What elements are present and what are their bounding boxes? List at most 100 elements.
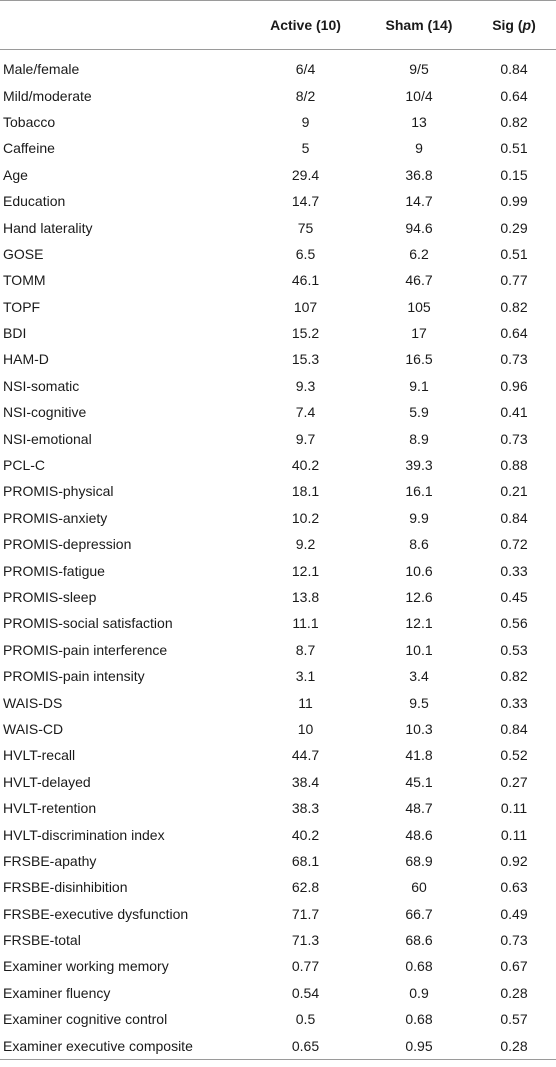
cell-sham: 12.1 (405, 615, 433, 632)
cell-label: TOMM (3, 272, 46, 289)
cell-sham: 45.1 (405, 773, 433, 790)
cell-active: 9.2 (295, 536, 316, 553)
cell-sig: 0.88 (500, 457, 528, 474)
cell-label: PROMIS-anxiety (3, 509, 108, 526)
cell-active: 6.5 (295, 245, 316, 262)
cell-active: 8/2 (295, 87, 316, 104)
cell-sham: 16.5 (405, 351, 433, 368)
cell-sham: 46.7 (405, 272, 433, 289)
cell-label: Examiner executive composite (0, 1032, 245, 1060)
cell-active: 0.77 (291, 958, 320, 975)
table-row: HAM-D 15.3 16.5 0.73 (0, 346, 556, 372)
cell-sig: 0.27 (500, 773, 528, 790)
cell-label: Examiner working memory (3, 958, 169, 975)
table-row: WAIS-CD 10 10.3 0.84 (0, 716, 556, 742)
cell-sig: 0.28 (472, 1032, 556, 1060)
table-row: PROMIS-fatigue 12.1 10.6 0.33 (0, 557, 556, 583)
cell-label: HVLT-delayed (3, 773, 91, 790)
cell-active: 18.1 (291, 483, 320, 500)
cell-active: 38.4 (291, 773, 320, 790)
cell-sig: 0.82 (500, 668, 528, 685)
cell-sig: 0.84 (500, 509, 528, 526)
cell-sig: 0.82 (500, 298, 528, 315)
header-sig-prefix: Sig ( (492, 17, 523, 33)
cell-label: GOSE (3, 245, 44, 262)
cell-sig: 0.33 (500, 562, 528, 579)
cell-sham: 3.4 (409, 668, 429, 685)
cell-sham: 41.8 (405, 747, 433, 764)
cell-label: Mild/moderate (3, 87, 92, 104)
table-row: Hand laterality 75 94.6 0.29 (0, 214, 556, 240)
table-row: Male/female 6/4 9/5 0.84 (0, 50, 556, 83)
cell-sig: 0.15 (500, 166, 528, 183)
cell-label: NSI-cognitive (3, 404, 87, 421)
cell-sig: 0.41 (500, 404, 528, 421)
cell-active: 10.2 (291, 509, 320, 526)
cell-active: 15.3 (291, 351, 320, 368)
cell-sham: 8.6 (409, 536, 429, 553)
cell-sham: 12.6 (405, 589, 433, 605)
cell-label: PROMIS-fatigue (3, 562, 105, 579)
cell-sham: 66.7 (405, 905, 433, 922)
cell-active: 68.1 (291, 852, 320, 869)
cell-label: Caffeine (3, 140, 55, 157)
cell-sig: 0.92 (500, 852, 528, 869)
cell-active: 3.1 (295, 668, 316, 685)
cell-active: 7.4 (295, 404, 316, 421)
cell-active: 0.65 (245, 1032, 366, 1060)
table-row: FRSBE-executive dysfunction 71.7 66.7 0.49 (0, 901, 556, 927)
table-row: PCL-C 40.2 39.3 0.88 (0, 452, 556, 478)
header-sig-var: p (522, 17, 532, 33)
cell-sham: 10.6 (405, 562, 433, 579)
cell-label: NSI-somatic (3, 377, 80, 394)
cell-sig: 0.64 (500, 325, 528, 342)
table-row: HVLT-delayed 38.4 45.1 0.27 (0, 769, 556, 795)
cell-label: BDI (3, 325, 27, 342)
cell-sig: 0.49 (500, 905, 528, 922)
table-header: Active (10) Sham (14) Sig (p) (0, 0, 556, 50)
table-row: PROMIS-pain interference 8.7 10.1 0.53 (0, 637, 556, 663)
cell-active: 107 (293, 298, 318, 315)
cell-sig: 0.33 (500, 694, 528, 711)
cell-label: PROMIS-depression (3, 536, 132, 553)
table-row: HVLT-recall 44.7 41.8 0.52 (0, 742, 556, 768)
table-row: FRSBE-disinhibition 62.8 60 0.63 (0, 874, 556, 900)
cell-label: PROMIS-social satisfaction (3, 615, 173, 632)
cell-label: NSI-emotional (3, 430, 92, 447)
table-row: Age 29.4 36.8 0.15 (0, 162, 556, 188)
cell-active: 40.2 (291, 457, 320, 474)
cell-sig: 0.73 (500, 351, 528, 368)
cell-active: 40.2 (291, 826, 320, 843)
cell-sig: 0.82 (500, 113, 528, 130)
cell-sham: 0.68 (405, 1011, 433, 1028)
cell-sig: 0.11 (500, 826, 528, 843)
table-row: PROMIS-depression 9.2 8.6 0.72 (0, 531, 556, 557)
cell-sham: 9.5 (409, 694, 429, 711)
cell-sig: 0.96 (500, 377, 528, 394)
table-row: PROMIS-social satisfaction 11.1 12.1 0.56 (0, 610, 556, 636)
table-row: HVLT-discrimination index 40.2 48.6 0.11 (0, 821, 556, 847)
cell-label: PCL-C (3, 457, 46, 474)
cell-sham: 39.3 (405, 457, 433, 474)
cell-active: 75 (297, 219, 314, 236)
cell-sig: 0.84 (500, 61, 528, 78)
table-row: BDI 15.2 17 0.64 (0, 320, 556, 346)
cell-active: 15.2 (291, 325, 320, 342)
cell-active: 12.1 (291, 562, 320, 579)
cell-active: 9 (301, 113, 310, 130)
cell-sham: 10.3 (405, 720, 433, 737)
table-row: Examiner cognitive control 0.5 0.68 0.57 (0, 1006, 556, 1032)
cell-sig: 0.21 (500, 483, 528, 500)
cell-sham: 14.7 (405, 193, 433, 210)
cell-sham: 68.9 (405, 852, 433, 869)
cell-sham: 9/5 (409, 61, 429, 78)
cell-active: 11 (298, 694, 313, 711)
cell-label: WAIS-DS (3, 694, 63, 711)
table-row: WAIS-DS 11 9.5 0.33 (0, 689, 556, 715)
cell-active: 9.7 (295, 430, 316, 447)
cell-sham: 6.2 (409, 245, 429, 262)
cell-sham: 17 (411, 325, 427, 342)
cell-sham: 10/4 (405, 87, 433, 104)
cell-sham: 9 (415, 140, 423, 157)
